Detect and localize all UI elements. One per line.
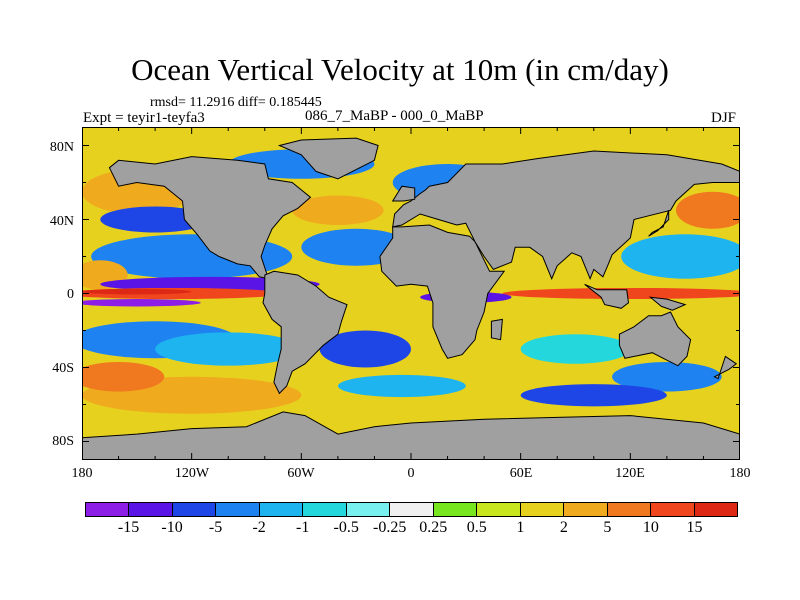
colorbar-swatch [303,503,347,516]
colorbar-level-label: 5 [603,519,612,536]
season-label: DJF [711,110,737,126]
map-plot-area [82,127,740,460]
colorbar-swatch [607,503,652,516]
velocity-field [82,127,740,460]
lat-label-0: 0 [67,287,74,302]
velocity-contour [82,288,192,295]
lat-label-40s: 40S [52,361,74,376]
velocity-contour [82,299,201,307]
colorbar-swatch [172,503,217,516]
colorbar-swatch [86,503,130,516]
land-mass [648,210,670,237]
velocity-contour [520,334,631,364]
lon-label-60e: 60E [509,466,533,481]
colorbar-level-label: 1 [516,519,525,536]
lon-label-180e: 180 [729,466,751,481]
velocity-contour [676,191,740,229]
lon-label-120e: 120E [615,466,645,481]
colorbar-level-label: -15 [117,519,140,536]
land-mass [82,411,740,460]
colorbar-swatch [564,503,608,516]
lon-label-120w: 120W [174,466,210,481]
land-mass [648,296,687,311]
colorbar-swatch [651,503,695,516]
colorbar [85,502,738,517]
velocity-contour [621,234,740,279]
colorbar-swatch [477,503,521,516]
velocity-contour [100,206,210,233]
land-mass [618,311,692,367]
stats-text: rmsd= 11.2916 diff= 0.185445 [150,95,322,110]
plot-border [82,127,740,460]
land-mass [262,270,348,395]
land-mass [392,150,740,281]
land-mass [379,224,506,359]
colorbar-level-label: 10 [642,519,659,536]
colorbar-swatch [129,503,173,516]
land-mass [490,318,503,341]
colorbar-swatch [390,503,434,516]
colorbar-level-label: -5 [208,519,223,536]
land-mass [584,283,630,309]
map-title: Ocean Vertical Velocity at 10m (in cm/da… [131,52,669,87]
colorbar-level-label: -0.25 [373,519,407,536]
difference-label: 086_7_MaBP - 000_0_MaBP [305,108,484,124]
experiment-label: Expt = teyir1-teyfa3 [83,110,205,126]
lat-label-80n: 80N [49,140,74,155]
colorbar-swatch [520,503,565,516]
colorbar-level-label: -10 [161,519,183,536]
colorbar-level-label: -2 [252,519,266,536]
colorbar-swatch [216,503,260,516]
lat-label-80s: 80S [52,434,74,449]
velocity-contour [319,330,411,368]
colorbar-swatch [346,503,391,516]
land-mass [391,185,416,202]
lon-label-0: 0 [407,466,415,481]
colorbar-swatch [433,503,478,516]
colorbar-swatch [694,503,738,516]
lon-label-180w: 180 [71,466,93,481]
lat-label-40n: 40N [49,214,74,229]
colorbar-level-label: 15 [686,519,703,536]
land-mass [108,156,312,280]
map-frame [82,127,740,460]
velocity-contour [612,361,722,392]
colorbar-level-label: 0.5 [466,519,487,536]
velocity-contour [155,332,302,366]
colorbar-level-label: 2 [559,519,568,536]
land-mass [713,355,738,380]
velocity-contour [292,195,384,226]
colorbar-level-label: -1 [295,519,310,536]
colorbar-swatch [259,503,304,516]
velocity-contour [82,361,165,392]
velocity-contour [337,374,466,398]
colorbar-level-label: -0.5 [333,519,359,536]
lon-label-60w: 60W [287,466,315,481]
land-mass [277,137,379,180]
colorbar-level-label: 0.25 [419,519,448,536]
velocity-contour [520,384,667,407]
